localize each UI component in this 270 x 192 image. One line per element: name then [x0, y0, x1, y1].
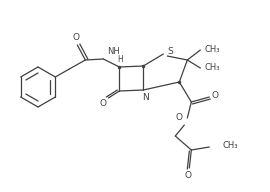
Text: O: O — [212, 92, 219, 100]
Text: O: O — [185, 170, 192, 180]
Text: CH₃: CH₃ — [222, 142, 238, 151]
Text: H: H — [117, 55, 123, 64]
Text: NH: NH — [107, 47, 120, 56]
Text: CH₃: CH₃ — [204, 64, 220, 73]
Text: S: S — [167, 46, 173, 55]
Text: O: O — [176, 113, 183, 122]
Text: O: O — [100, 99, 107, 108]
Text: N: N — [142, 93, 149, 102]
Text: CH₃: CH₃ — [204, 45, 220, 54]
Text: O: O — [73, 33, 80, 42]
